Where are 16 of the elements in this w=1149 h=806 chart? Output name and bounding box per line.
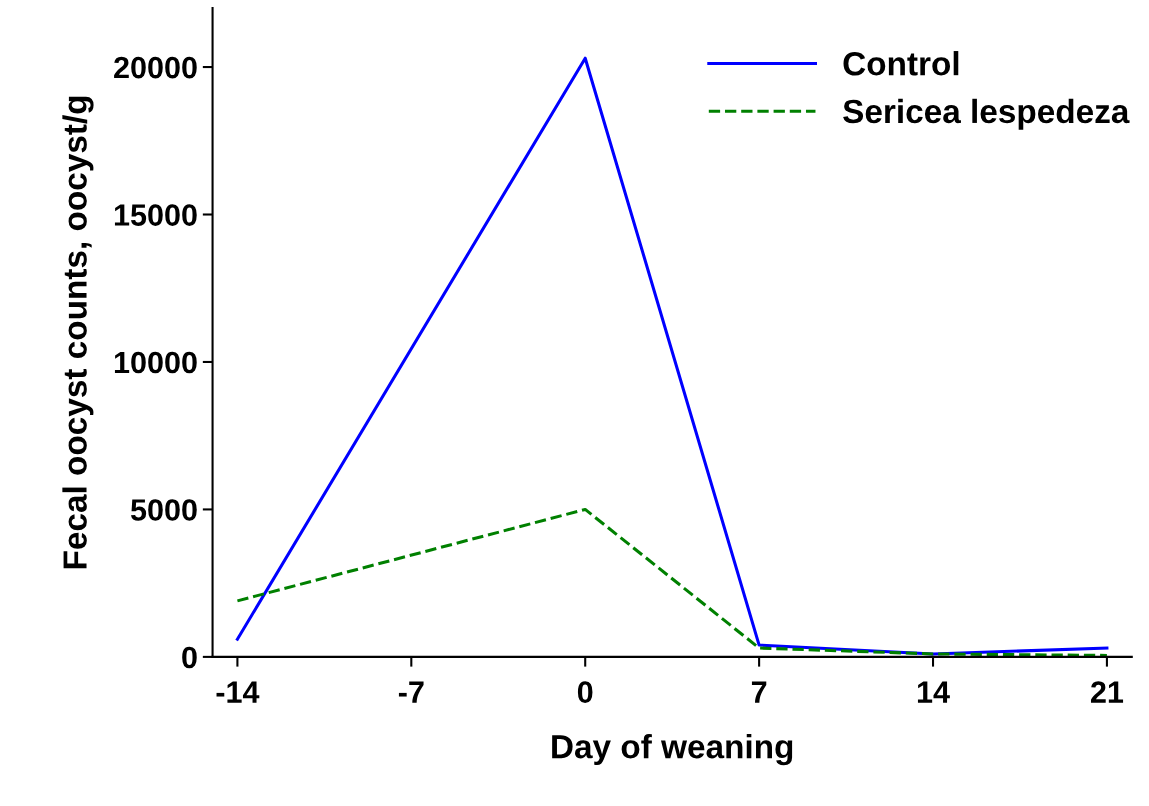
- y-tick-label: 15000: [114, 204, 197, 226]
- x-tick-label: -14: [216, 681, 260, 703]
- y-tick-label: 0: [182, 646, 197, 669]
- y-axis-title: Fecal oocyst counts, oocyst/g: [62, 96, 94, 569]
- x-tick-label: 7: [751, 681, 767, 703]
- legend-label: Control: [843, 51, 959, 76]
- y-tick-label: 20000: [114, 56, 197, 79]
- legend-label: Sericea lespedeza: [843, 98, 1130, 130]
- line-series: [235, 507, 1109, 657]
- y-tick-label: 10000: [114, 351, 197, 374]
- x-tick-label: 0: [577, 681, 593, 703]
- x-tick-label: 14: [917, 681, 950, 703]
- x-tick-label: 21: [1090, 681, 1124, 703]
- x-axis-title: Day of weaning: [552, 733, 793, 766]
- y-tick-label: 5000: [130, 499, 197, 521]
- x-tick-label: -7: [398, 681, 424, 703]
